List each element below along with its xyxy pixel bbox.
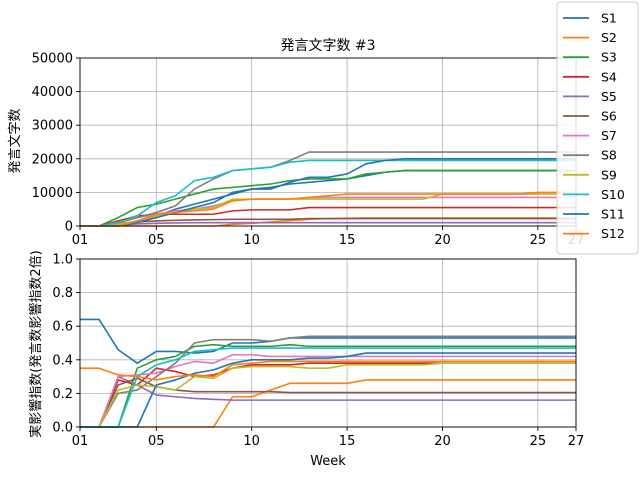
x-tick-label: 05 <box>148 233 165 248</box>
chart-top-title: 発言文字数 #3 <box>280 38 375 54</box>
y-tick-label: 0 <box>65 220 73 235</box>
legend-label-s8: S8 <box>601 148 617 163</box>
y-tick-label: 0.0 <box>52 421 73 436</box>
series-line-s10 <box>80 347 576 428</box>
y-tick-label: 0.6 <box>52 320 73 335</box>
x-tick-label: 05 <box>148 434 165 449</box>
axes-frame <box>79 258 577 428</box>
legend-label-s11: S11 <box>601 207 625 222</box>
legend: S1 S2 S3 S4 S5 S6 S7 S8 S9 S10 S11 S12 <box>556 1 639 255</box>
series-line-s11 <box>80 352 576 428</box>
series-line-s8 <box>80 335 576 428</box>
legend-label-s9: S9 <box>601 167 617 182</box>
series-line-s12 <box>80 191 576 227</box>
x-tick-label: 25 <box>530 434 547 449</box>
series-line-s12 <box>80 360 576 381</box>
x-tick-label: 10 <box>243 233 260 248</box>
x-tick-label: 27 <box>568 434 585 449</box>
chart-bottom: 実影響指数(発言数影響指数2倍) Week 01 05 10 15 20 25 27 0.0 0… <box>28 250 584 469</box>
series-line-s8 <box>80 151 576 227</box>
y-tick-label: 0.2 <box>52 387 73 402</box>
series-line-s5 <box>80 221 576 227</box>
x-tick-label: 20 <box>434 233 451 248</box>
y-tick-label: 40000 <box>32 85 73 100</box>
series-line-s11 <box>80 158 576 227</box>
series-line-s10 <box>80 159 576 227</box>
y-tick-label: 1.0 <box>52 253 73 268</box>
x-tick-label: 10 <box>243 434 260 449</box>
legend-label-s2: S2 <box>601 30 617 45</box>
series-line-s5 <box>80 375 576 428</box>
series-line-s1 <box>80 318 576 364</box>
series-line-s3 <box>80 169 576 227</box>
x-tick-label: 15 <box>339 434 356 449</box>
x-tick-label: 15 <box>339 233 356 248</box>
y-tick-label: 10000 <box>32 186 73 201</box>
legend-label-s7: S7 <box>601 128 617 143</box>
y-tick-label: 0.8 <box>52 286 73 301</box>
chart-bottom-xlabel: Week <box>310 454 346 469</box>
y-tick-label: 20000 <box>32 152 73 167</box>
x-tick-label: 01 <box>72 233 89 248</box>
x-tick-label: 20 <box>434 434 451 449</box>
x-tick-label: 01 <box>72 434 89 449</box>
series-line-s9 <box>80 362 576 428</box>
series-line-s6 <box>80 217 576 227</box>
legend-label-s10: S10 <box>601 187 625 202</box>
legend-label-s12: S12 <box>601 226 625 241</box>
legend-label-s6: S6 <box>601 109 617 124</box>
y-tick-label: 0.4 <box>52 353 73 368</box>
chart-top-ylabel: 発言文字数 <box>8 108 23 173</box>
legend-label-s1: S1 <box>601 11 617 26</box>
series-line-s3 <box>80 343 576 428</box>
x-tick-label: 25 <box>530 233 547 248</box>
y-tick-label: 50000 <box>32 52 73 67</box>
chart-bottom-ylabel: 実影響指数(発言数影響指数2倍) <box>28 250 44 437</box>
legend-frame <box>556 1 639 255</box>
series-line-s7 <box>80 353 576 428</box>
legend-label-s4: S4 <box>601 69 617 84</box>
y-tick-label: 30000 <box>32 119 73 134</box>
legend-label-s5: S5 <box>601 89 617 104</box>
legend-label-s3: S3 <box>601 50 617 65</box>
